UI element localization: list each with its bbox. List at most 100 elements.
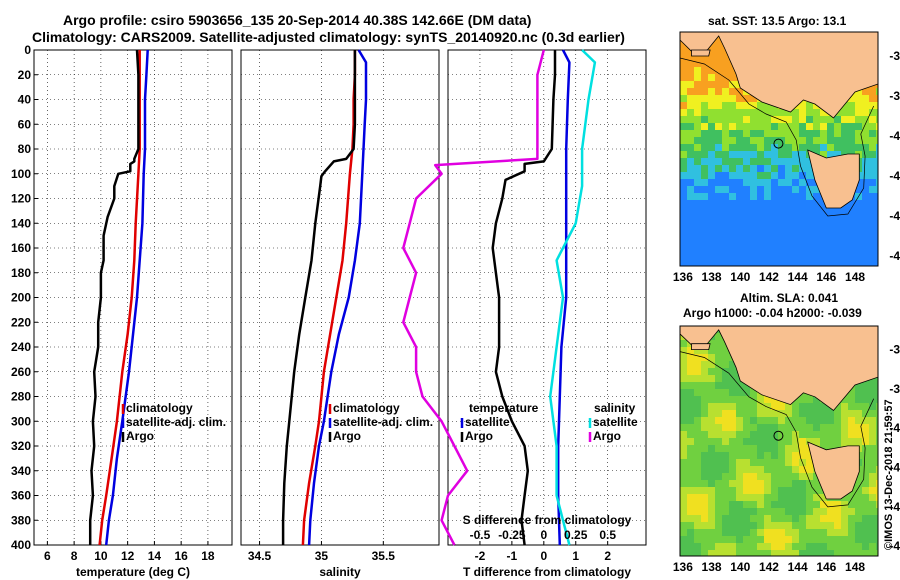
map-cell: [799, 221, 807, 229]
map-cell: [827, 144, 835, 152]
map-cell: [694, 403, 702, 411]
map-cell: [820, 494, 828, 502]
map-cell: [715, 60, 723, 68]
map-cell: [778, 473, 786, 481]
map-cell: [785, 130, 793, 138]
series-line-salinity-argo: [281, 50, 357, 545]
map-cell: [750, 452, 758, 460]
map-cell: [715, 242, 723, 250]
map-cell: [827, 137, 835, 145]
map-cell: [841, 417, 849, 425]
map-cell: [778, 172, 786, 180]
map-cell: [708, 130, 716, 138]
map-cell: [792, 249, 800, 257]
map-cell: [848, 424, 856, 432]
map-cell: [792, 452, 800, 460]
map-cell: [792, 144, 800, 152]
map-cell: [708, 368, 716, 376]
map-cell: [799, 438, 807, 446]
map-cell: [862, 543, 870, 551]
map-cell: [687, 74, 695, 82]
map-cell: [729, 487, 737, 495]
top-tick-label: 0: [540, 528, 547, 542]
map-cell: [694, 466, 702, 474]
map-cell: [722, 207, 730, 215]
map-cell: [701, 396, 709, 404]
map-cell: [813, 228, 821, 236]
map-cell: [785, 109, 793, 117]
map-cell: [729, 137, 737, 145]
map-cell: [687, 235, 695, 243]
map-cell: [848, 403, 856, 411]
map-cell: [701, 508, 709, 516]
map-cell: [687, 550, 695, 557]
map-cell: [876, 123, 879, 131]
map-cell: [869, 172, 877, 180]
map-cell: [785, 207, 793, 215]
map-cell: [750, 431, 758, 439]
map-cell: [743, 424, 751, 432]
map-cell: [708, 46, 716, 54]
map-cell: [743, 522, 751, 530]
map-cell: [869, 543, 877, 551]
map-cell: [876, 214, 879, 222]
map-cell: [722, 445, 730, 453]
map-cell: [778, 424, 786, 432]
map-cell: [771, 242, 779, 250]
map-cell: [736, 256, 744, 264]
legend-t-argo-label: Argo: [465, 429, 493, 443]
map-y-tick-label-sst-map: -38: [889, 89, 900, 103]
map-cell: [771, 417, 779, 425]
map-cell: [792, 459, 800, 467]
map-cell: [785, 228, 793, 236]
map-cell: [722, 347, 730, 355]
map-cell: [694, 501, 702, 509]
map-cell: [715, 235, 723, 243]
map-cell: [680, 508, 688, 516]
map-cell: [715, 123, 723, 131]
map-cell: [715, 375, 723, 383]
map-cell: [806, 158, 814, 166]
map-cell: [729, 123, 737, 131]
map-cell: [841, 543, 849, 551]
map-cell: [743, 536, 751, 544]
map-cell: [855, 543, 863, 551]
map-cell: [862, 459, 870, 467]
map-cell: [694, 431, 702, 439]
map-cell: [841, 515, 849, 523]
map-cell: [806, 116, 814, 124]
map-y-tick-label-sst-map: -36: [889, 49, 900, 63]
map-cell: [771, 249, 779, 257]
map-cell: [841, 494, 849, 502]
map-cell: [722, 536, 730, 544]
map-cell: [792, 466, 800, 474]
map-cell: [715, 347, 723, 355]
map-cell: [743, 95, 751, 103]
map-cell: [722, 123, 730, 131]
y-tick-label: 120: [11, 192, 31, 206]
map-cell: [862, 109, 870, 117]
map-cell: [876, 473, 879, 481]
map-cell: [680, 361, 688, 369]
map-cell: [869, 263, 877, 267]
map-cell: [750, 179, 758, 187]
map-cell: [799, 256, 807, 264]
map-cell: [855, 501, 863, 509]
map-cell: [876, 431, 879, 439]
map-cell: [750, 235, 758, 243]
map-cell: [771, 396, 779, 404]
map-cell: [848, 515, 856, 523]
map-cell: [687, 361, 695, 369]
map-cell: [841, 522, 849, 530]
map-cell: [806, 396, 814, 404]
map-cell: [834, 256, 842, 264]
map-cell: [701, 487, 709, 495]
map-cell: [806, 466, 814, 474]
map-cell: [694, 368, 702, 376]
map-cell: [736, 263, 744, 267]
map-cell: [750, 473, 758, 481]
map-cell: [806, 123, 814, 131]
map-cell: [778, 144, 786, 152]
y-tick-label: 80: [18, 142, 32, 156]
map-cell: [876, 116, 879, 124]
